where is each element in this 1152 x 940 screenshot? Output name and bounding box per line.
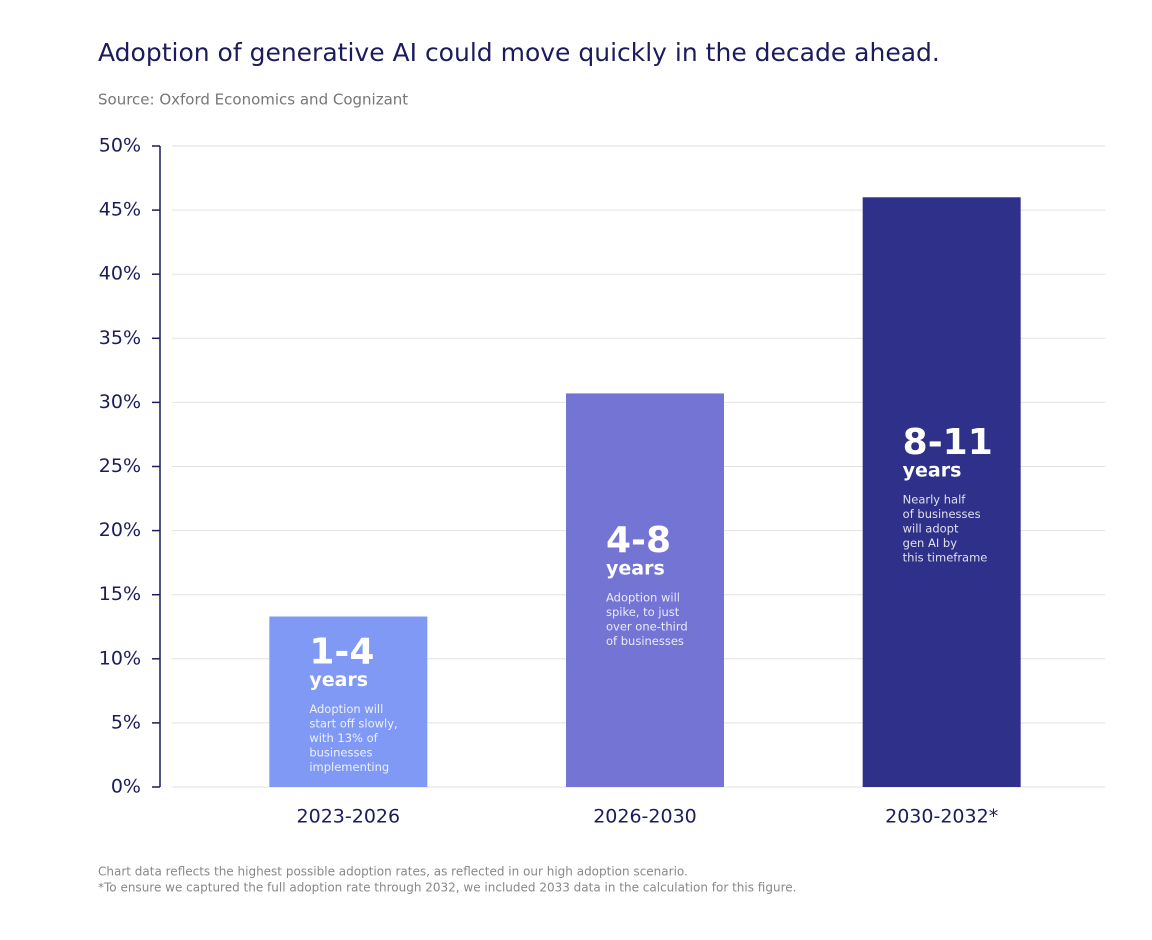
chart-title: Adoption of generative AI could move qui… — [98, 38, 940, 67]
y-tick-label: 50% — [99, 135, 141, 157]
y-tick-label: 45% — [99, 199, 141, 221]
footnote: *To ensure we captured the full adoption… — [98, 881, 796, 895]
y-tick-label: 20% — [99, 519, 141, 541]
x-tick-label: 2026-2030 — [593, 806, 697, 828]
bar-description: of businesses — [903, 507, 981, 521]
x-tick-label: 2030-2032* — [885, 806, 998, 828]
bar-unit: years — [309, 669, 368, 691]
bar-description: with 13% of — [309, 731, 378, 745]
bar-description: implementing — [309, 760, 389, 774]
bar-description: this timeframe — [903, 551, 988, 565]
bar-unit: years — [903, 460, 962, 482]
bar-description: Nearly half — [903, 493, 967, 507]
bar-headline: 4-8 — [606, 520, 671, 561]
y-tick-label: 10% — [99, 647, 141, 669]
bar-description: spike, to just — [606, 605, 680, 619]
bar-description: start off slowly, — [309, 717, 397, 731]
y-tick-label: 5% — [111, 711, 141, 733]
y-tick-label: 0% — [111, 776, 141, 798]
y-tick-label: 40% — [99, 263, 141, 285]
x-tick-label: 2023-2026 — [297, 806, 401, 828]
bar — [862, 197, 1021, 787]
y-tick-label: 15% — [99, 583, 141, 605]
bar-unit: years — [606, 558, 665, 580]
bar-description: will adopt — [903, 522, 959, 536]
bar-headline: 8-11 — [903, 422, 993, 463]
bar-headline: 1-4 — [309, 632, 374, 673]
bar-description: Adoption will — [309, 702, 383, 716]
bar-description: over one-third — [606, 620, 688, 634]
bar — [566, 393, 724, 787]
y-tick-label: 35% — [99, 327, 141, 349]
bar-description: businesses — [309, 746, 372, 760]
y-tick-label: 25% — [99, 455, 141, 477]
y-tick-label: 30% — [99, 391, 141, 413]
chart-subtitle: Source: Oxford Economics and Cognizant — [98, 91, 408, 109]
bar-description: gen AI by — [903, 536, 958, 550]
bar-description: of businesses — [606, 634, 684, 648]
bar-description: Adoption will — [606, 591, 680, 605]
bar — [269, 616, 428, 787]
footnote: Chart data reflects the highest possible… — [98, 865, 688, 879]
